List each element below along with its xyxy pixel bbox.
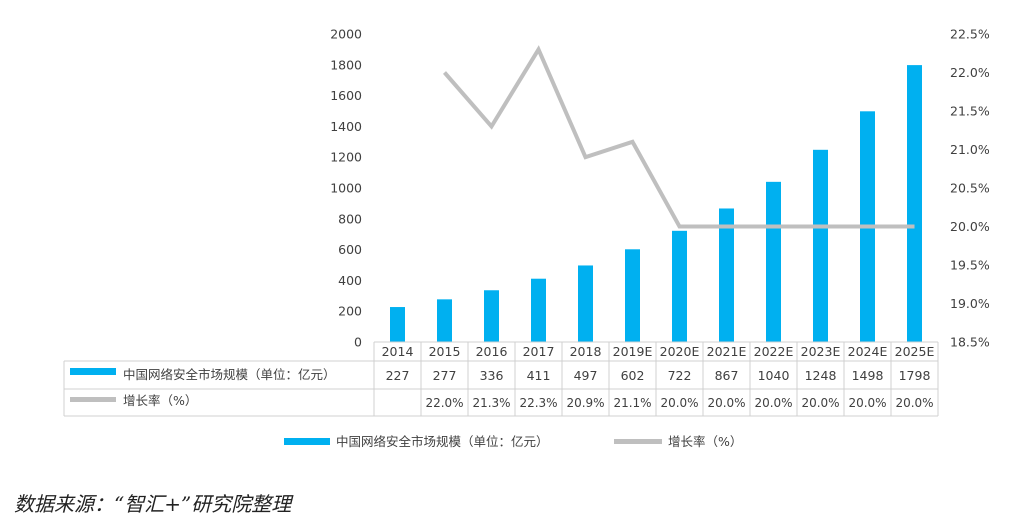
bar bbox=[437, 299, 452, 342]
data-label-growth: 20.0% bbox=[895, 396, 933, 410]
data-label-market: 336 bbox=[480, 368, 504, 383]
data-label-growth: 20.0% bbox=[801, 396, 839, 410]
y-right-tick-label: 20.0% bbox=[950, 219, 990, 234]
bar bbox=[531, 278, 546, 342]
bar bbox=[813, 149, 828, 342]
data-label-market: 1248 bbox=[805, 368, 837, 383]
bar bbox=[578, 265, 593, 342]
y-right-tick-label: 20.5% bbox=[950, 181, 990, 196]
data-label-market: 411 bbox=[527, 368, 551, 383]
data-label-growth: 22.3% bbox=[519, 396, 557, 410]
y-right-tick-label: 19.0% bbox=[950, 296, 990, 311]
data-label-market: 1498 bbox=[852, 368, 884, 383]
bar bbox=[907, 65, 922, 342]
data-label-market: 1798 bbox=[899, 368, 931, 383]
bar bbox=[625, 249, 640, 342]
data-label-growth: 21.1% bbox=[613, 396, 651, 410]
bar bbox=[766, 181, 781, 342]
y-left-tick-label: 1800 bbox=[330, 57, 362, 72]
y-left-tick-label: 1000 bbox=[330, 181, 362, 196]
x-tick-label: 2020E bbox=[660, 344, 700, 359]
y-right-tick-label: 22.0% bbox=[950, 65, 990, 80]
y-left-tick-label: 200 bbox=[338, 304, 362, 319]
data-label-growth: 20.0% bbox=[707, 396, 745, 410]
data-label-growth: 21.3% bbox=[472, 396, 510, 410]
table-row-label-growth: 增长率（%） bbox=[123, 393, 197, 408]
x-tick-label: 2019E bbox=[613, 344, 653, 359]
data-label-market: 867 bbox=[715, 368, 739, 383]
table-key-line bbox=[70, 397, 116, 402]
bar bbox=[390, 307, 405, 342]
x-tick-label: 2014 bbox=[382, 344, 414, 359]
y-left-tick-label: 400 bbox=[338, 273, 362, 288]
legend-swatch-growth bbox=[614, 439, 662, 444]
y-left-tick-label: 600 bbox=[338, 242, 362, 257]
y-right-tick-label: 21.0% bbox=[950, 142, 990, 157]
bar bbox=[672, 230, 687, 342]
x-tick-label: 2015 bbox=[429, 344, 461, 359]
y-left-tick-label: 0 bbox=[354, 335, 362, 350]
data-label-market: 277 bbox=[433, 368, 457, 383]
y-left-tick-label: 1600 bbox=[330, 88, 362, 103]
x-tick-label: 2023E bbox=[801, 344, 841, 359]
x-tick-label: 2017 bbox=[523, 344, 555, 359]
data-label-growth: 20.0% bbox=[754, 396, 792, 410]
growth-rate-line bbox=[442, 45, 915, 229]
x-tick-label: 2022E bbox=[754, 344, 794, 359]
data-label-market: 227 bbox=[386, 368, 410, 383]
y-right-tick-label: 19.5% bbox=[950, 258, 990, 273]
bar bbox=[719, 208, 734, 342]
legend-label-market: 中国网络安全市场规模（单位：亿元） bbox=[336, 434, 549, 449]
data-label-market: 722 bbox=[668, 368, 692, 383]
y-right-tick-label: 18.5% bbox=[950, 335, 990, 350]
data-label-growth: 22.0% bbox=[425, 396, 463, 410]
y-left-tick-label: 2000 bbox=[330, 27, 362, 42]
data-label-market: 497 bbox=[574, 368, 598, 383]
data-label-growth: 20.0% bbox=[660, 396, 698, 410]
y-right-tick-label: 21.5% bbox=[950, 104, 990, 119]
table-key-bar bbox=[70, 368, 116, 375]
x-tick-label: 2024E bbox=[848, 344, 888, 359]
x-tick-label: 2025E bbox=[895, 344, 935, 359]
bar bbox=[484, 290, 499, 342]
x-tick-label: 2018 bbox=[570, 344, 602, 359]
data-label-growth: 20.9% bbox=[566, 396, 604, 410]
table-row-label-market: 中国网络安全市场规模（单位：亿元） bbox=[123, 367, 336, 382]
x-tick-label: 2021E bbox=[707, 344, 747, 359]
legend-swatch-market bbox=[284, 438, 330, 445]
y-left-tick-label: 800 bbox=[338, 211, 362, 226]
y-left-tick-label: 1200 bbox=[330, 150, 362, 165]
y-left-tick-label: 1400 bbox=[330, 119, 362, 134]
data-label-market: 1040 bbox=[758, 368, 790, 383]
source-note: 数据来源：“智汇+”研究院整理 bbox=[14, 492, 292, 516]
data-label-market: 602 bbox=[621, 368, 645, 383]
data-label-growth: 20.0% bbox=[848, 396, 886, 410]
legend-label-growth: 增长率（%） bbox=[668, 434, 742, 449]
y-right-tick-label: 22.5% bbox=[950, 27, 990, 42]
x-tick-label: 2016 bbox=[476, 344, 508, 359]
